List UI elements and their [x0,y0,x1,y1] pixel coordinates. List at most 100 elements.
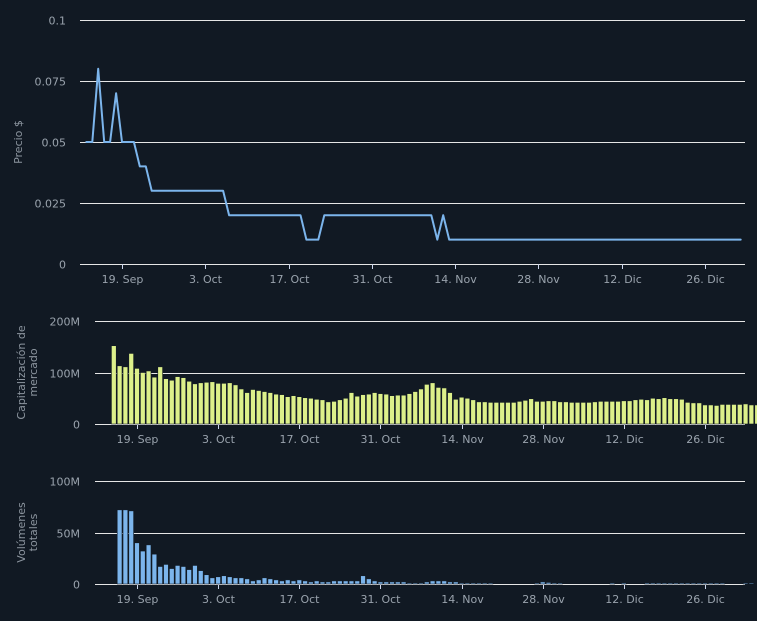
x-tick-label: 3. Oct [189,273,223,286]
market-cap-bar [215,383,221,425]
market-cap-bar [145,370,152,425]
volume-bar [713,582,720,585]
y-axis-title: Capitalización de [15,325,28,419]
market-cap-bar [290,395,297,425]
market-cap-bar [441,387,447,425]
market-cap-bar [661,397,668,425]
x-tick-label: 3. Oct [202,593,236,606]
market-cap-bar [696,402,702,425]
market-cap-bar [331,401,337,425]
market-cap-bar [198,382,204,425]
market-cap-bar [284,396,291,425]
market-cap-bar [273,393,279,425]
x-tick-label: 12. Dic [605,433,644,446]
market-cap-bar [354,395,360,425]
market-cap-bar [511,402,517,425]
y-tick-label: 0.025 [35,198,67,211]
market-cap-bar [140,372,146,425]
market-cap-bar [325,401,331,425]
market-cap-bar [308,397,314,425]
x-tick-label: 19. Sep [117,433,159,446]
market-cap-bar [563,401,569,425]
volume-bar [406,582,413,585]
volume-bar [667,582,673,585]
market-cap-bar [157,366,163,425]
market-cap-bar [499,402,505,425]
x-tick-label: 31. Oct [360,433,401,446]
market-cap-bar [580,402,586,425]
y-tick-label: 100M [50,368,81,381]
market-cap-bar [209,381,216,425]
y-tick-label: 0 [73,419,80,432]
market-cap-bar [360,394,366,425]
volume-bar [534,582,540,585]
volume-bar [337,580,343,585]
market-cap-bar [261,391,268,425]
x-tick-label: 31. Oct [352,273,393,286]
y-tick-label: 0.05 [42,137,67,150]
market-cap-bar [650,397,656,425]
volume-bar [209,577,216,585]
volume-bar [261,577,268,585]
market-cap-bar [621,400,627,425]
market-cap-bar [632,399,639,425]
x-tick-label: 17. Oct [279,433,320,446]
y-axis-title: mercado [27,348,40,397]
volume-bar [458,582,465,585]
x-tick-label: 12. Dic [603,273,642,286]
market-cap-bar [412,391,418,425]
market-cap-bar [447,392,453,425]
market-cap-bar [644,399,650,425]
market-cap-bar [534,401,540,425]
market-cap-bar [400,394,407,425]
volume-bar [238,577,245,585]
x-tick-label: 26. Dic [686,593,725,606]
market-cap-bar [667,398,673,425]
market-cap-bar [592,401,598,425]
volume-bar [313,580,320,585]
market-cap-bar [731,404,737,425]
market-cap-bar [186,380,192,425]
market-cap-bar [540,401,546,425]
volume-bar [412,582,418,585]
y-tick-label: 0 [73,579,80,592]
volume-bar [279,580,285,585]
volume-bar [655,582,662,585]
volume-bar [354,580,360,585]
market-cap-bar [528,398,534,425]
volume-bar [453,581,459,585]
volume-bar [487,582,494,585]
market-cap-bar [638,398,644,425]
x-tick-label: 28. Nov [522,593,565,606]
y-tick-label: 0.075 [35,76,67,89]
market-cap-bar [719,404,726,425]
volume-bar [644,582,650,585]
market-cap-bar [742,403,749,425]
market-cap-bar [754,404,757,425]
volume-bar [267,578,274,585]
volume-bar [319,581,326,585]
volume-bar [284,579,291,585]
volume-bar [684,582,691,585]
volume-bar [424,581,430,585]
market-cap-bar [406,393,413,425]
x-tick-label: 14. Nov [434,273,477,286]
market-cap-bar [493,402,500,425]
market-cap-bar [313,398,320,425]
volume-bar [192,565,198,585]
market-cap-bar [377,393,384,425]
volume-bar [250,580,256,585]
volume-bar [215,576,221,585]
x-tick-label: 12. Dic [605,593,644,606]
market-cap-bar [505,402,511,425]
volume-bar [244,578,250,585]
market-cap-bar [192,383,198,425]
market-cap-bar [597,401,604,425]
market-cap-bar [713,405,720,425]
market-cap-bar [482,401,488,425]
market-cap-bar [748,404,755,425]
volume-bar [621,582,627,585]
y-tick-label: 100M [50,476,81,489]
